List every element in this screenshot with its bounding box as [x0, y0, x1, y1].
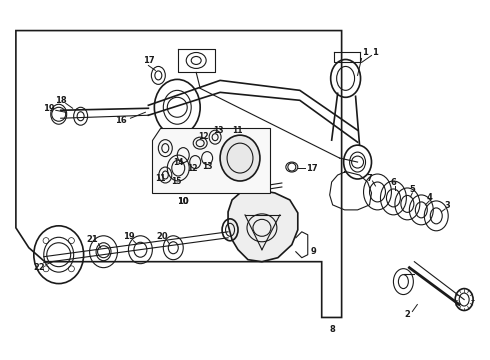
Text: 16: 16 — [115, 116, 126, 125]
Text: 10: 10 — [177, 197, 189, 206]
Text: 2: 2 — [404, 310, 410, 319]
Text: 13: 13 — [202, 162, 212, 171]
Text: 22: 22 — [33, 263, 45, 272]
Text: 19: 19 — [122, 232, 134, 241]
Text: 14: 14 — [173, 158, 184, 167]
Text: 8: 8 — [330, 325, 336, 334]
Text: 10: 10 — [177, 197, 189, 206]
Polygon shape — [152, 128, 270, 193]
Text: 11: 11 — [232, 126, 242, 135]
Text: 17: 17 — [306, 163, 318, 172]
Text: 12: 12 — [198, 132, 208, 141]
Text: 1: 1 — [371, 48, 377, 57]
Text: 6: 6 — [391, 179, 396, 188]
Text: 21: 21 — [87, 235, 98, 244]
Ellipse shape — [220, 135, 260, 181]
Text: 13: 13 — [213, 126, 223, 135]
Text: 5: 5 — [410, 185, 416, 194]
Text: 9: 9 — [311, 247, 317, 256]
Text: 3: 3 — [444, 201, 450, 210]
Text: 4: 4 — [426, 193, 432, 202]
Polygon shape — [228, 190, 298, 262]
Text: 15: 15 — [171, 177, 181, 186]
Text: 7: 7 — [367, 174, 372, 183]
Text: 19: 19 — [43, 104, 54, 113]
Text: 20: 20 — [156, 232, 168, 241]
Text: 12: 12 — [187, 163, 197, 172]
Text: 18: 18 — [55, 96, 67, 105]
Text: 17: 17 — [143, 56, 154, 65]
Text: 1: 1 — [362, 48, 368, 57]
Text: 11: 11 — [155, 174, 166, 183]
